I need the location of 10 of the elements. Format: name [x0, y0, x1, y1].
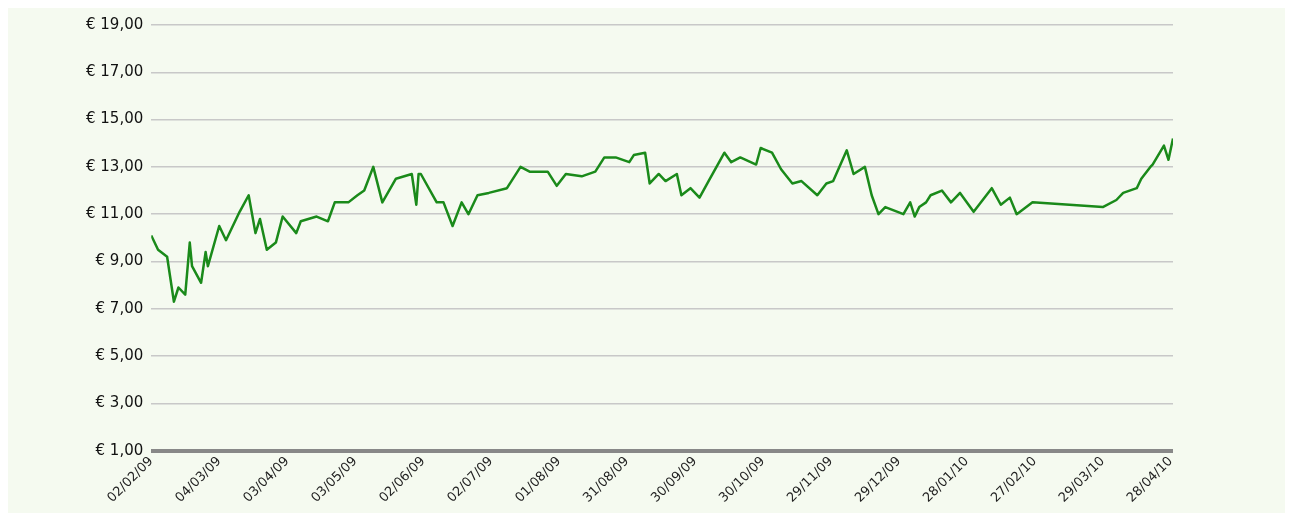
y-tick-label: € 11,00 — [85, 204, 144, 223]
y-tick-label: € 13,00 — [85, 156, 144, 175]
y-tick-label: € 5,00 — [95, 345, 144, 364]
y-tick-label: € 15,00 — [85, 109, 144, 128]
y-tick-label: € 3,00 — [95, 393, 144, 412]
y-tick-label: € 17,00 — [85, 62, 144, 81]
y-tick-label: € 19,00 — [85, 14, 144, 33]
y-tick-label: € 7,00 — [95, 298, 144, 317]
y-tick-label: € 9,00 — [95, 251, 144, 270]
y-tick-label: € 1,00 — [95, 440, 144, 459]
